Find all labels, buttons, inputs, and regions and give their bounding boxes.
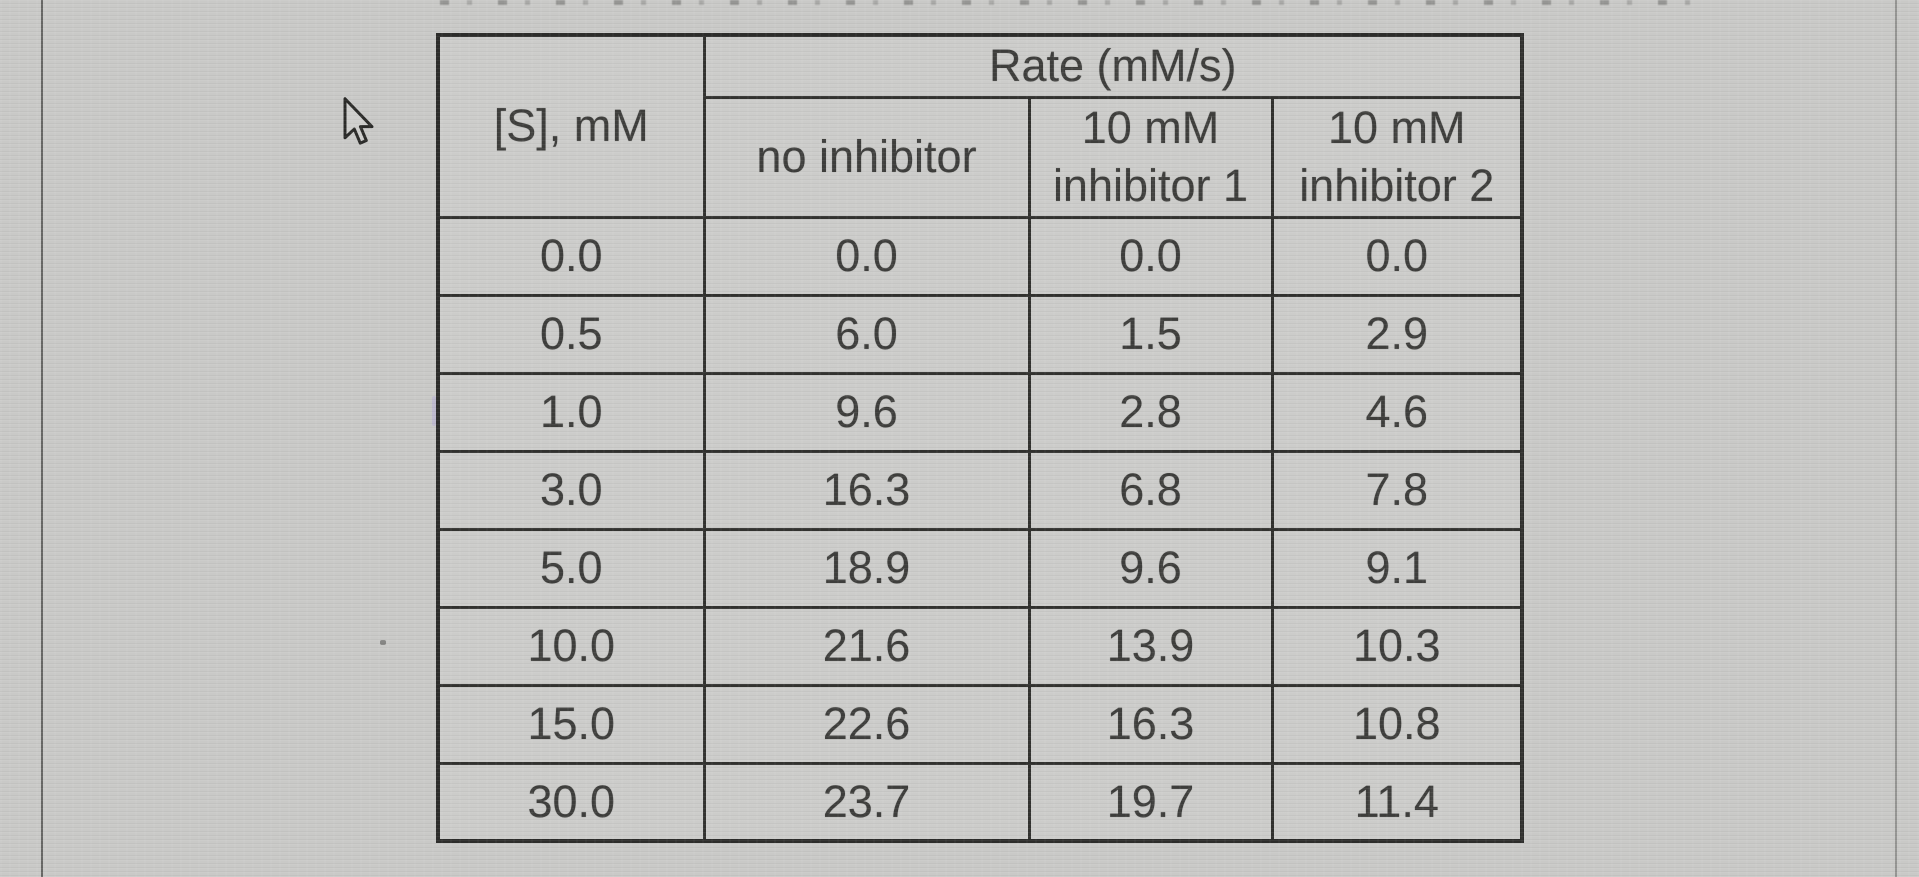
rate-value-cell: 23.7 <box>702 761 1031 843</box>
substrate-conc-cell: 0.5 <box>436 293 706 375</box>
page-left-edge-line <box>41 0 43 877</box>
column-header-label: no inhibitor <box>756 131 977 183</box>
table-row: 1.0 9.6 2.8 4.6 <box>436 371 1524 453</box>
substrate-column-header: [S], mM <box>436 33 706 219</box>
column-header-label-line1: 10 mM <box>1327 102 1466 154</box>
rate-value-cell: 18.9 <box>702 527 1031 609</box>
column-header-label-line1: 10 mM <box>1081 102 1220 154</box>
rate-value-cell: 19.7 <box>1027 761 1274 843</box>
substrate-conc-cell: 30.0 <box>436 761 706 843</box>
page-right-edge-line <box>1895 0 1897 877</box>
substrate-conc-cell: 3.0 <box>436 449 706 531</box>
table-row: 30.0 23.7 19.7 11.4 <box>436 761 1524 843</box>
cropped-text-remnant <box>440 0 1710 5</box>
rate-value-cell: 13.9 <box>1027 605 1274 687</box>
rate-value-cell: 16.3 <box>1027 683 1274 765</box>
rate-value-cell: 9.6 <box>702 371 1031 453</box>
mouse-cursor-icon <box>343 97 374 145</box>
rate-value-cell: 21.6 <box>702 605 1031 687</box>
photo-artifact <box>380 640 386 645</box>
rate-value-cell: 9.1 <box>1270 527 1524 609</box>
rate-value-cell: 16.3 <box>702 449 1031 531</box>
rate-value-cell: 0.0 <box>1027 215 1274 297</box>
table-body: 0.0 0.0 0.0 0.0 0.5 6.0 1.5 2.9 1.0 9.6 2.8 4.6 3.0 1… <box>436 215 1524 843</box>
table-row: 0.5 6.0 1.5 2.9 <box>436 293 1524 375</box>
substrate-conc-cell: 0.0 <box>436 215 706 297</box>
substrate-conc-cell: 15.0 <box>436 683 706 765</box>
substrate-conc-cell: 5.0 <box>436 527 706 609</box>
rate-value-cell: 2.8 <box>1027 371 1274 453</box>
table-row: 10.0 21.6 13.9 10.3 <box>436 605 1524 687</box>
table-row: 5.0 18.9 9.6 9.1 <box>436 527 1524 609</box>
rate-value-cell: 2.9 <box>1270 293 1524 375</box>
table-row: 15.0 22.6 16.3 10.8 <box>436 683 1524 765</box>
rate-value-cell: 0.0 <box>702 215 1031 297</box>
rate-value-cell: 7.8 <box>1270 449 1524 531</box>
rate-value-cell: 1.5 <box>1027 293 1274 375</box>
rate-value-cell: 6.0 <box>702 293 1031 375</box>
rate-value-cell: 9.6 <box>1027 527 1274 609</box>
rate-group-header: Rate (mM/s) <box>702 33 1524 99</box>
substrate-conc-cell: 10.0 <box>436 605 706 687</box>
substrate-conc-cell: 1.0 <box>436 371 706 453</box>
rate-value-cell: 22.6 <box>702 683 1031 765</box>
rate-value-cell: 10.8 <box>1270 683 1524 765</box>
rate-value-cell: 10.3 <box>1270 605 1524 687</box>
inhibitor1-column-header: 10 mM inhibitor 1 <box>1027 95 1274 219</box>
table-row: 3.0 16.3 6.8 7.8 <box>436 449 1524 531</box>
table-subheader-row: no inhibitor 10 mM inhibitor 1 10 mM inh… <box>438 95 1524 219</box>
table-header-row: [S], mM Rate (mM/s) <box>436 33 1524 219</box>
rate-value-cell: 6.8 <box>1027 449 1274 531</box>
rate-value-cell: 0.0 <box>1270 215 1524 297</box>
table-row: 0.0 0.0 0.0 0.0 <box>436 215 1524 297</box>
column-header-label-line2: inhibitor 2 <box>1299 160 1495 211</box>
column-header-label-line2: inhibitor 1 <box>1052 160 1249 211</box>
kinetics-data-table: [S], mM Rate (mM/s) no inhibitor 10 mM i… <box>436 33 1524 843</box>
inhibitor2-column-header: 10 mM inhibitor 2 <box>1270 95 1524 219</box>
rate-value-cell: 11.4 <box>1270 761 1524 843</box>
rate-value-cell: 4.6 <box>1270 371 1524 453</box>
no-inhibitor-column-header: no inhibitor <box>702 95 1031 219</box>
